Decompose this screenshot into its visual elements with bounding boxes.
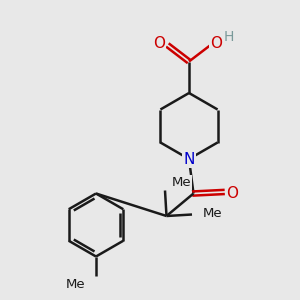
Text: Me: Me bbox=[202, 206, 222, 220]
Text: Me: Me bbox=[172, 176, 191, 189]
Text: H: H bbox=[224, 30, 234, 44]
Text: O: O bbox=[153, 36, 165, 51]
Text: O: O bbox=[211, 36, 223, 51]
Text: N: N bbox=[183, 152, 195, 166]
Text: O: O bbox=[226, 186, 238, 201]
Text: Me: Me bbox=[66, 278, 86, 292]
